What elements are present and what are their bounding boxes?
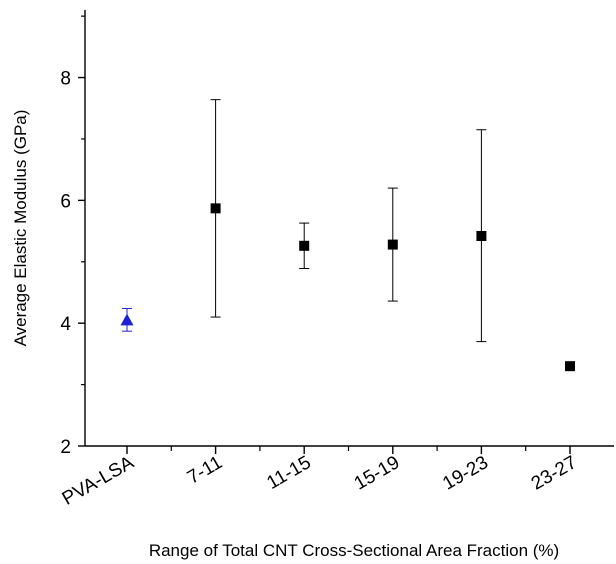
x-axis-ticks: PVA-LSA 7-11 11-15 15-19 19-23 23-27	[59, 446, 581, 510]
y-tick-label: 8	[60, 69, 71, 90]
data-point-square	[565, 361, 575, 372]
data-point-triangle	[120, 313, 134, 326]
error-bars	[122, 99, 487, 343]
data-point-square	[476, 230, 487, 241]
y-tick-label: 6	[60, 191, 71, 212]
x-tick-label: 15-19	[351, 452, 404, 494]
y-axis-title: Average Elastic Modulus (GPa)	[11, 110, 30, 347]
data-points	[120, 203, 575, 372]
y-tick-label: 2	[60, 437, 71, 458]
x-tick-label: PVA-LSA	[59, 452, 138, 510]
y-tick-label: 4	[60, 314, 71, 335]
x-tick-label: 19-23	[439, 452, 492, 494]
x-tick-label: 23-27	[528, 452, 581, 494]
plot-frame	[84, 10, 614, 447]
x-tick-label: 7-11	[184, 452, 226, 488]
x-tick-label: 11-15	[263, 452, 314, 494]
data-point-square	[299, 240, 310, 251]
data-point-square	[210, 203, 221, 214]
x-axis-title: Range of Total CNT Cross-Sectional Area …	[149, 541, 559, 560]
y-axis-ticks: 2 4 6 8	[60, 15, 85, 458]
data-point-square	[387, 239, 398, 250]
